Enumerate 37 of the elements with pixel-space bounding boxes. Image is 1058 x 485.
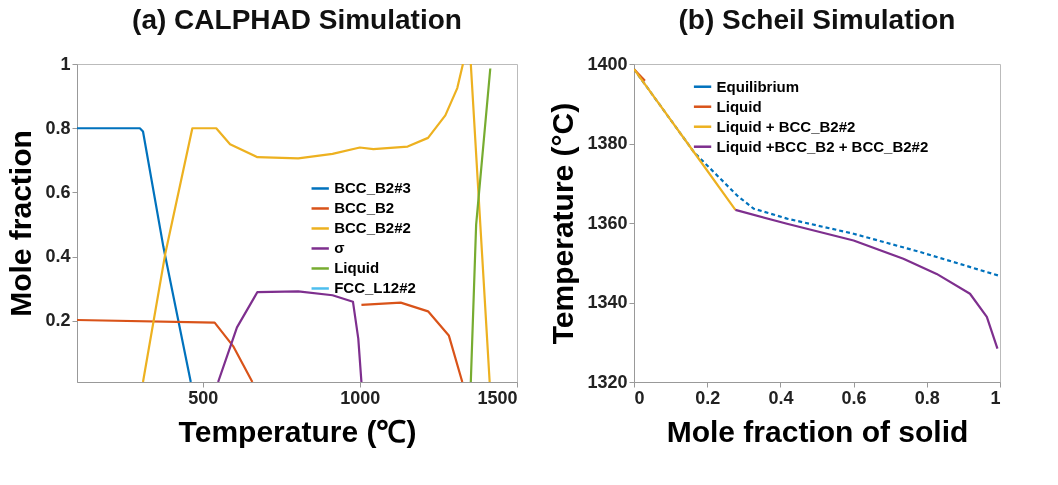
y-axis-title: Mole fraction [4,130,38,317]
legend-label: Liquid [334,259,380,277]
legend-label: Liquid [716,97,762,115]
y-tick-label: 1400 [587,53,628,74]
y-tick-label: 0.6 [45,181,71,202]
legend-label: Equilibrium [716,77,800,95]
line-series [77,127,192,382]
y-axis-title: Temperature (°C) [546,102,580,345]
y-tick-label: 0.2 [45,310,71,331]
legend-label: BCC_B2#2 [334,219,411,237]
chart-title: (a) CALPHAD Simulation [132,4,462,35]
y-tick-label: 1380 [587,133,628,153]
x-axis-title: Mole fraction of solid [666,414,969,448]
y-tick-label: 1360 [587,212,628,233]
x-tick-label: 1500 [477,387,518,408]
legend-label: BCC_B2#3 [334,179,411,197]
chart-title: (b) Scheil Simulation [678,4,956,35]
y-tick-label: 1 [60,53,71,74]
x-tick-label: 1 [990,387,1001,408]
x-tick-label: 0.8 [914,387,940,408]
x-tick-label: 0.4 [768,387,794,408]
legend-label: FCC_L12#2 [334,279,416,297]
line-series [734,208,999,350]
legend-label: Liquid +BCC_B2 + BCC_B2#2 [716,137,929,155]
x-tick-label: 0 [634,387,645,408]
x-tick-label: 500 [188,387,219,408]
x-tick-label: 0.2 [695,387,721,408]
legend-label: BCC_B2 [334,199,395,217]
legend-label: Liquid + BCC_B2#2 [716,117,856,135]
legend-label: σ [334,239,345,257]
x-tick-label: 0.6 [841,387,867,408]
x-tick-label: 1000 [340,387,381,408]
y-tick-label: 0.8 [45,117,71,138]
x-axis-title: Temperature (℃) [178,414,417,448]
y-tick-label: 1340 [587,292,628,312]
y-tick-label: 1320 [587,371,628,392]
y-tick-label: 0.4 [45,246,71,267]
